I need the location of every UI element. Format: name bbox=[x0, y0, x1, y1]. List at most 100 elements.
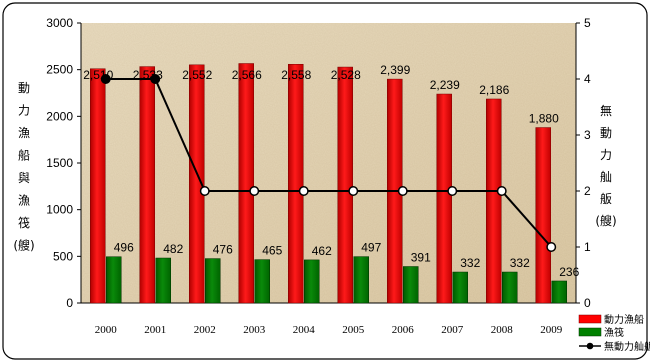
legend-label-無動力舢舨: 無動力舢舨 bbox=[604, 340, 650, 353]
left-axis-title-char: 與 bbox=[18, 171, 30, 185]
data-label-漁筏: 497 bbox=[361, 241, 381, 255]
data-label-漁筏: 465 bbox=[262, 244, 282, 258]
line-series bbox=[100, 74, 557, 252]
left-tick-label: 1000 bbox=[46, 203, 73, 217]
bar-動力漁船-2001 bbox=[139, 66, 155, 304]
data-label-動力漁船: 1,880 bbox=[529, 112, 559, 126]
left-tick-label: 500 bbox=[53, 249, 73, 263]
data-label-漁筏: 332 bbox=[460, 256, 480, 270]
data-label-動力漁船: 2,528 bbox=[331, 68, 361, 82]
bar-漁筏-2009 bbox=[551, 280, 567, 304]
category-label: 2005 bbox=[342, 324, 365, 336]
line-point-2002 bbox=[199, 186, 210, 196]
data-label-動力漁船: 2,186 bbox=[479, 83, 509, 97]
legend-swatch-動力漁船 bbox=[578, 314, 602, 324]
category-label: 2004 bbox=[293, 324, 316, 336]
bar-動力漁船-2000 bbox=[90, 68, 106, 304]
bar-漁筏-2001 bbox=[155, 257, 171, 304]
right-tick-label: 1 bbox=[584, 240, 591, 254]
line-point-2008 bbox=[496, 186, 507, 196]
left-axis-title-char: 漁 bbox=[18, 126, 30, 140]
right-tick-label: 2 bbox=[584, 184, 591, 198]
bar-動力漁船-2003 bbox=[238, 63, 254, 304]
bars bbox=[90, 63, 567, 304]
line-point-2000 bbox=[100, 74, 111, 84]
category-label: 2008 bbox=[491, 324, 514, 336]
data-label-動力漁船: 2,239 bbox=[430, 78, 460, 92]
right-axis-title-char: 舢 bbox=[600, 170, 612, 184]
line-無動力舢舨 bbox=[105, 78, 552, 248]
left-tick-label: 2500 bbox=[46, 63, 73, 77]
bar-漁筏-2002 bbox=[205, 258, 221, 304]
data-label-動力漁船: 2,399 bbox=[380, 63, 410, 77]
bar-動力漁船-2009 bbox=[535, 127, 551, 304]
legend-swatch-漁筏 bbox=[578, 327, 602, 337]
line-point-2001 bbox=[150, 74, 161, 84]
left-axis-title-char: (艘) bbox=[13, 238, 34, 253]
right-tick-label: 0 bbox=[584, 296, 591, 310]
line-point-2004 bbox=[298, 186, 309, 196]
left-axis: 0 500 1000 1500 2000 2500 3000 bbox=[46, 16, 576, 310]
left-tick-label: 0 bbox=[66, 296, 73, 310]
data-label-動力漁船: 2,510 bbox=[83, 68, 113, 82]
bar-動力漁船-2005 bbox=[337, 66, 353, 304]
data-label-漁筏: 332 bbox=[510, 256, 530, 270]
legend-label-動力漁船: 動力漁船 bbox=[604, 313, 644, 326]
bar-漁筏-2000 bbox=[106, 256, 122, 304]
left-axis-title-char: 力 bbox=[18, 104, 30, 118]
data-label-動力漁船: 2,533 bbox=[133, 68, 163, 82]
right-axis-title-char: 舨 bbox=[600, 192, 612, 206]
bar-漁筏-2007 bbox=[452, 271, 468, 304]
plot-area bbox=[81, 23, 576, 303]
category-label: 2001 bbox=[144, 324, 166, 336]
data-label-漁筏: 476 bbox=[213, 243, 233, 257]
category-label: 2006 bbox=[392, 324, 415, 336]
bar-動力漁船-2002 bbox=[189, 64, 205, 304]
data-label-動力漁船: 2,558 bbox=[281, 68, 311, 82]
bar-漁筏-2005 bbox=[353, 256, 369, 304]
right-axis: 0 1 2 3 4 5 bbox=[575, 16, 591, 310]
left-axis-title-char: 船 bbox=[18, 149, 30, 163]
data-label-漁筏: 462 bbox=[312, 244, 332, 258]
bar-漁筏-2004 bbox=[304, 259, 320, 304]
line-point-2003 bbox=[249, 186, 260, 196]
data-label-漁筏: 482 bbox=[163, 242, 183, 256]
data-label-漁筏: 236 bbox=[559, 265, 579, 279]
data-label-漁筏: 496 bbox=[114, 241, 134, 255]
right-axis-title-char: 無 bbox=[600, 103, 612, 118]
bar-動力漁船-2004 bbox=[288, 64, 304, 304]
data-labels: 2,510 496 2,533 482 2,552 476 2,566 465 2,558 462… bbox=[83, 63, 579, 279]
left-tick-label: 2000 bbox=[46, 109, 73, 123]
right-tick-label: 4 bbox=[584, 72, 591, 86]
right-axis-title: 無動力舢舨 (艘) bbox=[595, 103, 616, 228]
left-tick-label: 1500 bbox=[46, 156, 73, 170]
category-labels: 2000 2001 2002 2003 2004 2005 2006 2007 2008 2009 bbox=[95, 324, 563, 336]
category-label: 2009 bbox=[540, 324, 563, 336]
bar-動力漁船-2007 bbox=[436, 93, 452, 304]
data-label-動力漁船: 2,552 bbox=[182, 68, 212, 82]
legend-label-漁筏: 漁筏 bbox=[604, 326, 624, 339]
data-label-漁筏: 391 bbox=[411, 251, 431, 265]
right-axis-title-char: 動 bbox=[600, 126, 612, 140]
category-label: 2007 bbox=[441, 324, 464, 336]
line-point-2007 bbox=[447, 186, 458, 196]
data-label-動力漁船: 2,566 bbox=[232, 68, 262, 82]
left-axis-title-char: 筏 bbox=[18, 216, 30, 230]
legend-marker-無動力舢舨 bbox=[586, 342, 594, 350]
left-axis-title-char: 動 bbox=[18, 81, 30, 95]
right-axis-title-char: 力 bbox=[600, 148, 612, 162]
line-point-2006 bbox=[397, 186, 408, 196]
line-point-2009 bbox=[546, 242, 557, 252]
right-tick-label: 5 bbox=[584, 16, 591, 30]
bar-動力漁船-2008 bbox=[486, 98, 502, 304]
category-label: 2002 bbox=[194, 324, 216, 336]
bar-漁筏-2008 bbox=[502, 271, 518, 304]
line-point-2005 bbox=[348, 186, 359, 196]
bar-漁筏-2003 bbox=[254, 259, 270, 304]
left-axis-title-char: 漁 bbox=[18, 194, 30, 208]
right-axis-title-char: (艘) bbox=[595, 213, 616, 228]
category-label: 2000 bbox=[95, 324, 118, 336]
